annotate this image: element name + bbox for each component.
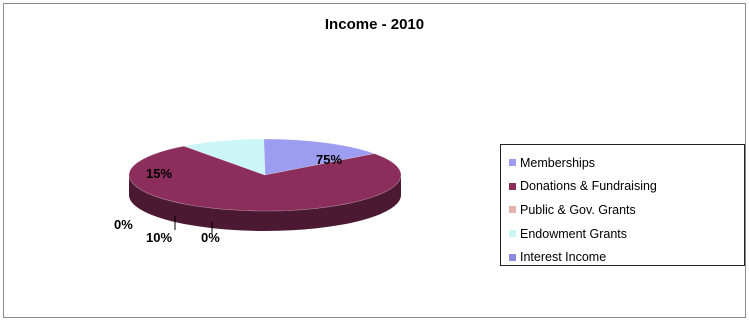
legend-label: Public & Gov. Grants [520,202,636,217]
legend-label: Memberships [520,155,596,170]
legend-item-public-and-gov-grants: Public & Gov. Grants [509,198,744,222]
data-label-public-and-gov-grants: 0% [201,230,220,245]
chart-legend: Memberships Donations & Fundraising Public… [500,144,745,266]
legend-item-donations-and-fundraising: Donations & Fundraising [509,175,744,199]
legend-swatch [509,206,516,214]
pie-side-donations-and-fundraising [129,175,401,231]
legend-swatch [509,230,516,238]
legend-swatch [509,159,516,167]
data-label-interest-income: 0% [114,217,133,232]
legend-label: Endowment Grants [520,226,627,241]
legend-swatch [509,253,516,261]
pie-slice-endowment-grants [182,138,266,176]
data-label-donations-and-fundraising: 75% [316,152,342,167]
pie-slice-donations-and-fundraising [128,145,402,212]
legend-item-endowment-grants: Endowment Grants [509,222,744,246]
legend-item-interest-income: Interest Income [509,245,744,269]
pie-slice-memberships [263,138,376,176]
data-label-memberships: 15% [146,166,172,181]
data-label-endowment-grants: 10% [146,230,172,245]
legend-swatch [509,182,516,190]
chart-title: Income - 2010 [324,16,425,33]
legend-label: Donations & Fundraising [520,179,657,194]
legend-item-memberships: Memberships [509,151,744,175]
legend-label: Interest Income [520,250,607,265]
